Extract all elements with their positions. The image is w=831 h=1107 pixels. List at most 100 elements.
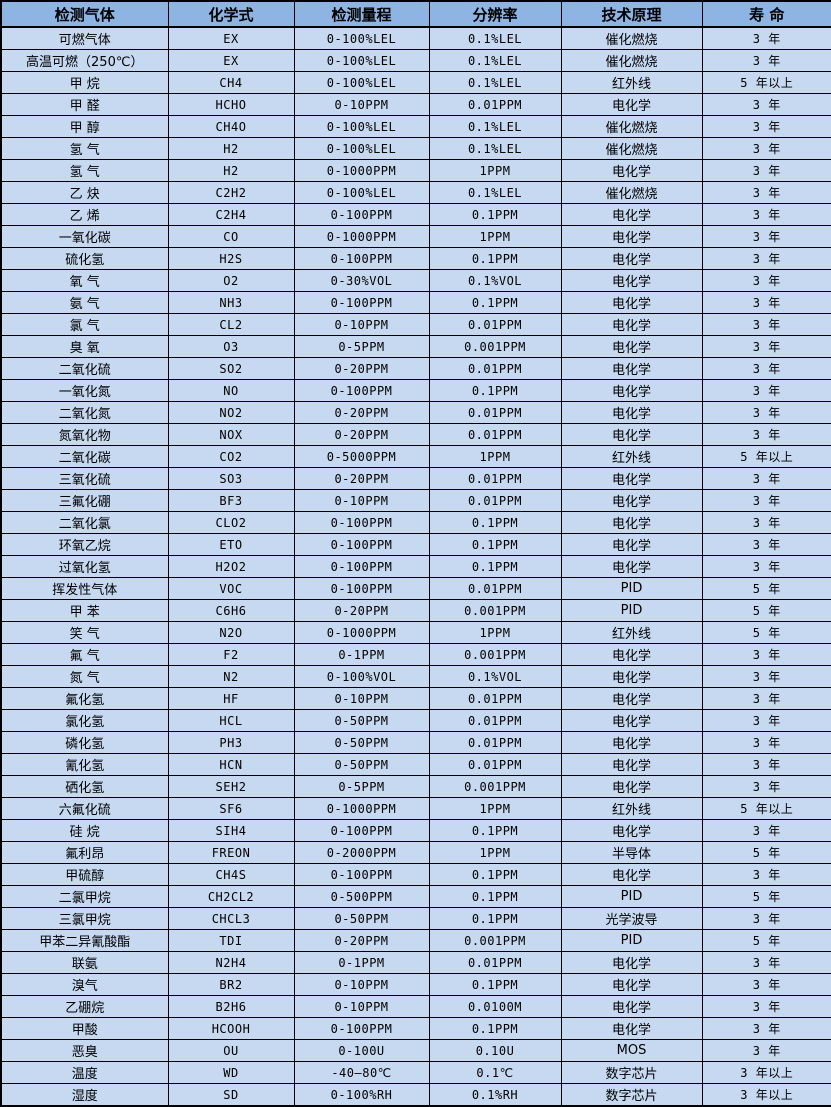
cell-resolution: 0.001PPM	[428, 599, 562, 622]
table-row: 二氧化氮 NO2 0-20PPM 0.01PPM 电化学 3 年	[0, 401, 831, 424]
table-row: 一氧化碳 CO 0-1000PPM 1PPM 电化学 3 年	[0, 225, 831, 248]
cell-lifespan: 3 年	[701, 687, 831, 710]
cell-gas-name: 环氧乙烷	[0, 533, 169, 556]
cell-resolution: 0.1PPM	[428, 247, 562, 270]
cell-detection-range: 0-100%LEL	[293, 137, 430, 160]
cell-gas-name: 过氧化氢	[0, 555, 169, 578]
cell-chemical-formula: NOX	[167, 423, 295, 446]
cell-chemical-formula: BF3	[167, 489, 295, 512]
cell-chemical-formula: NO2	[167, 401, 295, 424]
cell-technology: 红外线	[560, 797, 703, 820]
table-row: 六氟化硫 SF6 0-1000PPM 1PPM 红外线 5 年以上	[0, 797, 831, 820]
cell-technology: 电化学	[560, 775, 703, 798]
cell-chemical-formula: HCHO	[167, 93, 295, 116]
cell-detection-range: 0-100%LEL	[293, 71, 430, 94]
cell-technology: 电化学	[560, 753, 703, 776]
cell-chemical-formula: NO	[167, 379, 295, 402]
cell-gas-name: 一氧化氮	[0, 379, 169, 402]
cell-technology: 电化学	[560, 709, 703, 732]
cell-lifespan: 3 年	[701, 533, 831, 556]
cell-lifespan: 3 年	[701, 93, 831, 116]
table-row: 甲苯二异氰酸酯 TDI 0-20PPM 0.001PPM PID 5 年	[0, 929, 831, 952]
cell-lifespan: 3 年	[701, 907, 831, 930]
cell-gas-name: 二氧化碳	[0, 445, 169, 468]
cell-lifespan: 3 年	[701, 291, 831, 314]
cell-technology: 电化学	[560, 269, 703, 292]
table-row: 氯 气 CL2 0-10PPM 0.01PPM 电化学 3 年	[0, 313, 831, 336]
cell-gas-name: 硫化氢	[0, 247, 169, 270]
cell-gas-name: 三氯甲烷	[0, 907, 169, 930]
cell-technology: 催化燃烧	[560, 181, 703, 204]
cell-lifespan: 3 年	[701, 731, 831, 754]
cell-detection-range: 0-1000PPM	[293, 797, 430, 820]
cell-technology: 电化学	[560, 401, 703, 424]
cell-resolution: 0.1PPM	[428, 379, 562, 402]
cell-technology: 电化学	[560, 731, 703, 754]
cell-technology: 催化燃烧	[560, 26, 703, 50]
table-row: 甲硫醇 CH4S 0-100PPM 0.1PPM 电化学 3 年	[0, 863, 831, 886]
cell-resolution: 0.1%LEL	[428, 115, 562, 138]
table-row: 高温可燃（250℃） EX 0-100%LEL 0.1%LEL 催化燃烧 3 年	[0, 49, 831, 72]
cell-technology: 电化学	[560, 335, 703, 358]
cell-gas-name: 二氧化硫	[0, 357, 169, 380]
cell-gas-name: 氧 气	[0, 269, 169, 292]
table-row: 甲 醛 HCHO 0-10PPM 0.01PPM 电化学 3 年	[0, 93, 831, 116]
cell-detection-range: 0-10PPM	[293, 687, 430, 710]
cell-detection-range: 0-50PPM	[293, 753, 430, 776]
cell-lifespan: 3 年	[701, 49, 831, 72]
cell-resolution: 0.1%RH	[428, 1083, 562, 1107]
cell-gas-name: 乙硼烷	[0, 995, 169, 1018]
cell-resolution: 0.01PPM	[428, 753, 562, 776]
cell-lifespan: 3 年	[701, 709, 831, 732]
cell-chemical-formula: CO2	[167, 445, 295, 468]
table-row: 氟化氢 HF 0-10PPM 0.01PPM 电化学 3 年	[0, 687, 831, 710]
cell-gas-name: 笑 气	[0, 621, 169, 644]
cell-chemical-formula: PH3	[167, 731, 295, 754]
cell-chemical-formula: CH4S	[167, 863, 295, 886]
table-row: 氯化氢 HCL 0-50PPM 0.01PPM 电化学 3 年	[0, 709, 831, 732]
cell-detection-range: 0-100%RH	[293, 1083, 430, 1107]
cell-chemical-formula: WD	[167, 1061, 295, 1084]
table-row: 氧 气 O2 0-30%VOL 0.1%VOL 电化学 3 年	[0, 269, 831, 292]
table-row: 氮氧化物 NOX 0-20PPM 0.01PPM 电化学 3 年	[0, 423, 831, 446]
cell-detection-range: 0-100PPM	[293, 247, 430, 270]
cell-resolution: 0.001PPM	[428, 335, 562, 358]
cell-resolution: 1PPM	[428, 841, 562, 864]
cell-detection-range: 0-100PPM	[293, 511, 430, 534]
cell-gas-name: 可燃气体	[0, 26, 169, 50]
cell-lifespan: 3 年	[701, 1017, 831, 1040]
cell-technology: 电化学	[560, 467, 703, 490]
cell-chemical-formula: O3	[167, 335, 295, 358]
cell-lifespan: 3 年	[701, 995, 831, 1018]
cell-resolution: 0.01PPM	[428, 687, 562, 710]
table-row: 溴气 BR2 0-10PPM 0.1PPM 电化学 3 年	[0, 973, 831, 996]
cell-detection-range: 0-100U	[293, 1039, 430, 1062]
cell-chemical-formula: CO	[167, 225, 295, 248]
cell-lifespan: 3 年	[701, 951, 831, 974]
cell-resolution: 0.01PPM	[428, 709, 562, 732]
cell-chemical-formula: F2	[167, 643, 295, 666]
cell-gas-name: 氮 气	[0, 665, 169, 688]
table-row: 恶臭 OU 0-100U 0.10U MOS 3 年	[0, 1039, 831, 1062]
cell-detection-range: 0-20PPM	[293, 401, 430, 424]
table-row: 可燃气体 EX 0-100%LEL 0.1%LEL 催化燃烧 3 年	[0, 26, 831, 50]
table-row: 三氧化硫 SO3 0-20PPM 0.01PPM 电化学 3 年	[0, 467, 831, 490]
cell-technology: 电化学	[560, 159, 703, 182]
cell-detection-range: 0-100%LEL	[293, 26, 430, 50]
cell-chemical-formula: OU	[167, 1039, 295, 1062]
table-row: 硒化氢 SEH2 0-5PPM 0.001PPM 电化学 3 年	[0, 775, 831, 798]
cell-lifespan: 3 年	[701, 511, 831, 534]
cell-gas-name: 硒化氢	[0, 775, 169, 798]
cell-technology: 电化学	[560, 247, 703, 270]
cell-technology: 电化学	[560, 511, 703, 534]
cell-resolution: 1PPM	[428, 225, 562, 248]
cell-chemical-formula: HCOOH	[167, 1017, 295, 1040]
cell-resolution: 0.1PPM	[428, 511, 562, 534]
cell-resolution: 0.1PPM	[428, 203, 562, 226]
cell-detection-range: 0-100%VOL	[293, 665, 430, 688]
cell-resolution: 0.1℃	[428, 1061, 562, 1084]
cell-technology: 电化学	[560, 665, 703, 688]
cell-resolution: 0.01PPM	[428, 577, 562, 600]
cell-technology: 电化学	[560, 951, 703, 974]
table-row: 硫化氢 H2S 0-100PPM 0.1PPM 电化学 3 年	[0, 247, 831, 270]
